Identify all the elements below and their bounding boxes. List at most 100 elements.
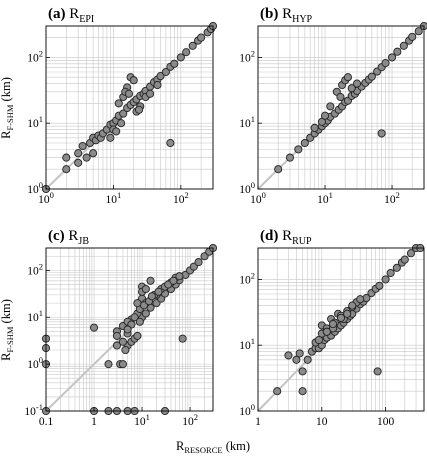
data-point	[130, 313, 139, 322]
x-tick-label: 101	[317, 190, 333, 206]
data-point	[343, 309, 352, 318]
data-point	[89, 323, 99, 332]
data-point	[112, 341, 121, 350]
data-point	[74, 149, 83, 158]
data-point	[314, 335, 323, 345]
data-point	[367, 72, 376, 81]
data-point	[106, 133, 115, 142]
x-tick-label: 100	[377, 416, 395, 428]
data-point	[161, 67, 170, 77]
data-point	[89, 149, 98, 158]
y-axis-title-bottom: RF-SHM (km)	[0, 299, 15, 361]
data-point	[336, 313, 346, 322]
data-point	[118, 337, 127, 346]
data-point	[118, 360, 127, 369]
data-point	[129, 76, 138, 85]
data-point	[146, 276, 155, 285]
data-point	[292, 355, 301, 364]
data-point	[133, 331, 142, 340]
x-tick-label: 101	[106, 190, 122, 206]
data-points	[274, 21, 427, 174]
data-point	[182, 48, 191, 57]
x-tick-label: 0.1	[39, 416, 54, 428]
plot-frame	[257, 247, 425, 412]
y-tick-label: 101	[27, 114, 43, 130]
data-point	[386, 268, 395, 278]
data-point	[123, 325, 132, 334]
panel-d: 1 10 100 100 101 102 (d) RRUP	[239, 228, 425, 428]
data-point	[78, 141, 87, 151]
data-point	[197, 33, 206, 42]
data-point	[62, 153, 71, 162]
data-point	[141, 284, 150, 294]
data-point	[303, 355, 312, 364]
data-point	[347, 84, 356, 93]
data-point	[284, 351, 293, 360]
data-point	[373, 367, 382, 376]
plot-frame	[45, 247, 214, 412]
panel-title: (c) RJB	[48, 228, 89, 247]
data-point	[176, 53, 185, 62]
data-point	[153, 80, 162, 90]
y-tick-label: 101	[239, 336, 255, 352]
plot-frame	[45, 25, 214, 190]
data-point	[285, 153, 295, 162]
data-points	[41, 243, 218, 416]
x-tick-label: 100	[250, 190, 266, 206]
data-point	[74, 158, 83, 167]
x-tick-label: 102	[182, 412, 198, 428]
panel-title: (b) RHYP	[260, 6, 313, 25]
panel-title: (d) RRUP	[260, 228, 312, 247]
data-point	[400, 255, 409, 264]
data-point	[135, 317, 144, 326]
y-tick-label: 101	[27, 308, 43, 324]
data-point	[82, 153, 91, 162]
y-tick-label: 102	[239, 270, 255, 286]
y-tick-label: 102	[27, 261, 43, 277]
data-point	[295, 349, 304, 358]
x-tick-label: 102	[173, 190, 189, 206]
data-point	[328, 319, 338, 329]
data-points	[273, 243, 425, 396]
data-point	[343, 73, 353, 82]
y-tick-label: 100	[27, 355, 43, 371]
data-point	[133, 299, 142, 308]
data-point	[104, 360, 113, 369]
data-point	[166, 138, 175, 148]
data-point	[112, 127, 121, 136]
data-point	[178, 334, 187, 343]
y-tick-label: 102	[27, 48, 43, 64]
data-point	[170, 59, 179, 68]
data-point	[273, 387, 282, 396]
data-point	[117, 119, 126, 128]
panel-title: (a) REPI	[48, 6, 94, 25]
data-point	[112, 331, 121, 340]
x-tick-label: 102	[384, 190, 400, 206]
x-tick-label: 10	[316, 416, 328, 428]
data-point	[294, 145, 303, 154]
data-point	[322, 327, 331, 336]
grid	[45, 25, 214, 190]
data-point	[147, 292, 156, 301]
data-point	[320, 111, 330, 120]
data-point	[392, 263, 401, 272]
grid	[257, 25, 425, 190]
data-point	[406, 249, 416, 258]
data-point	[134, 105, 144, 114]
data-point	[146, 89, 155, 98]
data-point	[121, 345, 130, 355]
x-tick-label: 1	[255, 416, 261, 428]
data-point	[154, 287, 163, 296]
data-point	[300, 138, 309, 148]
data-point	[169, 276, 178, 285]
data-point	[336, 92, 345, 102]
data-point	[310, 123, 319, 132]
x-axis-title: RRESORCE (km)	[176, 439, 250, 455]
data-point	[356, 295, 365, 304]
data-point	[124, 89, 134, 98]
data-point	[387, 53, 397, 62]
